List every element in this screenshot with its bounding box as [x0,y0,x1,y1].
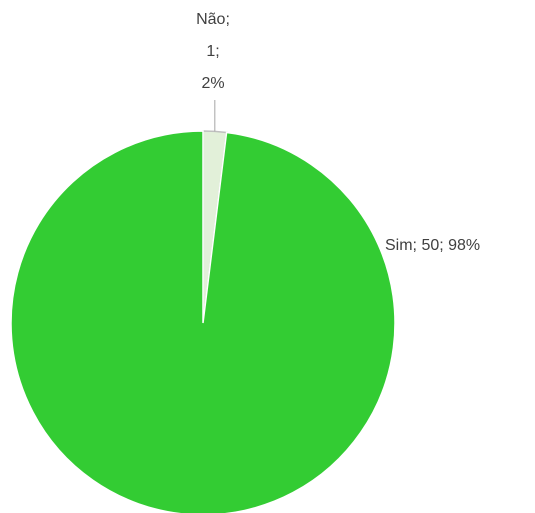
data-label: 2% [201,75,224,92]
data-label: Sim; 50; 98% [385,237,480,254]
data-label: Não; [196,11,230,28]
data-label: 1; [206,43,219,60]
pie-slice [10,130,396,513]
